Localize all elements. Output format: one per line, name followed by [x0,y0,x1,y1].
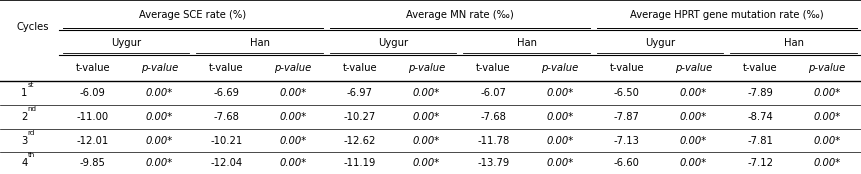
Text: -12.62: -12.62 [344,136,375,145]
Text: t-value: t-value [475,63,510,73]
Text: 0.00*: 0.00* [812,112,839,122]
Text: 0.00*: 0.00* [546,158,573,168]
Text: -6.09: -6.09 [80,88,106,98]
Text: 0.00*: 0.00* [679,112,706,122]
Text: p-value: p-value [407,63,444,73]
Text: 0.00*: 0.00* [412,112,440,122]
Text: Cycles: Cycles [16,22,49,32]
Text: 0.00*: 0.00* [146,112,173,122]
Text: p-value: p-value [541,63,578,73]
Text: 0.00*: 0.00* [146,88,173,98]
Text: -11.00: -11.00 [77,112,108,122]
Text: 4: 4 [22,158,28,168]
Text: p-value: p-value [808,63,845,73]
Text: 0.00*: 0.00* [279,136,307,145]
Text: -13.79: -13.79 [477,158,509,168]
Text: Han: Han [250,38,269,48]
Text: -7.89: -7.89 [746,88,772,98]
Text: -12.04: -12.04 [210,158,242,168]
Text: 0.00*: 0.00* [546,112,573,122]
Text: -9.85: -9.85 [80,158,106,168]
Text: -7.87: -7.87 [613,112,639,122]
Text: t-value: t-value [609,63,643,73]
Text: 0.00*: 0.00* [679,158,706,168]
Text: 2: 2 [21,112,28,122]
Text: t-value: t-value [742,63,777,73]
Text: 0.00*: 0.00* [546,88,573,98]
Text: -7.81: -7.81 [746,136,772,145]
Text: p-value: p-value [141,63,178,73]
Text: 0.00*: 0.00* [412,136,440,145]
Text: 0.00*: 0.00* [279,88,307,98]
Text: -6.07: -6.07 [480,88,505,98]
Text: 0.00*: 0.00* [812,136,839,145]
Text: 0.00*: 0.00* [412,158,440,168]
Text: -8.74: -8.74 [746,112,772,122]
Text: 0.00*: 0.00* [812,88,839,98]
Text: Han: Han [783,38,802,48]
Text: 0.00*: 0.00* [546,136,573,145]
Text: -6.69: -6.69 [213,88,239,98]
Text: Han: Han [516,38,536,48]
Text: -6.50: -6.50 [613,88,639,98]
Text: Uygur: Uygur [644,38,674,48]
Text: nd: nd [28,106,37,112]
Text: 0.00*: 0.00* [679,88,706,98]
Text: 1: 1 [21,88,28,98]
Text: Average MN rate (‰): Average MN rate (‰) [406,10,513,20]
Text: t-value: t-value [342,63,376,73]
Text: t-value: t-value [208,63,244,73]
Text: -7.12: -7.12 [746,158,772,168]
Text: -12.01: -12.01 [77,136,108,145]
Text: Average HPRT gene mutation rate (‰): Average HPRT gene mutation rate (‰) [629,10,822,20]
Text: st: st [28,82,34,88]
Text: th: th [28,152,35,158]
Text: 0.00*: 0.00* [279,112,307,122]
Text: 0.00*: 0.00* [146,158,173,168]
Text: 0.00*: 0.00* [279,158,307,168]
Text: Uygur: Uygur [111,38,141,48]
Text: -10.27: -10.27 [344,112,375,122]
Text: Average SCE rate (%): Average SCE rate (%) [139,10,246,20]
Text: -10.21: -10.21 [210,136,242,145]
Text: -7.68: -7.68 [214,112,239,122]
Text: p-value: p-value [274,63,312,73]
Text: rd: rd [28,130,35,136]
Text: 0.00*: 0.00* [412,88,440,98]
Text: 0.00*: 0.00* [679,136,706,145]
Text: 0.00*: 0.00* [812,158,839,168]
Text: p-value: p-value [674,63,711,73]
Text: t-value: t-value [76,63,110,73]
Text: -11.19: -11.19 [344,158,375,168]
Text: -11.78: -11.78 [477,136,509,145]
Text: -7.68: -7.68 [480,112,505,122]
Text: -6.97: -6.97 [346,88,372,98]
Text: 0.00*: 0.00* [146,136,173,145]
Text: Uygur: Uygur [378,38,408,48]
Text: -6.60: -6.60 [613,158,639,168]
Text: -7.13: -7.13 [613,136,639,145]
Text: 3: 3 [22,136,28,145]
